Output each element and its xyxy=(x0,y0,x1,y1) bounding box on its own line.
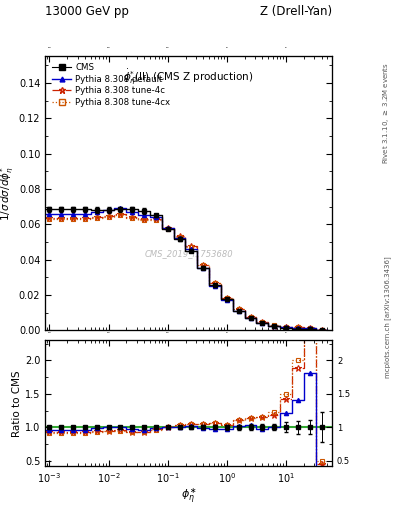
Y-axis label: Ratio to CMS: Ratio to CMS xyxy=(12,370,22,437)
Legend: CMS, Pythia 8.308 default, Pythia 8.308 tune-4c, Pythia 8.308 tune-4cx: CMS, Pythia 8.308 default, Pythia 8.308 … xyxy=(50,60,173,110)
Text: Z (Drell-Yan): Z (Drell-Yan) xyxy=(260,5,332,18)
X-axis label: $\phi^{\ast}_{\eta}$: $\phi^{\ast}_{\eta}$ xyxy=(181,486,196,505)
Text: 13000 GeV pp: 13000 GeV pp xyxy=(45,5,129,18)
Text: $\dot{\phi}^{*}_{\eta}$(ll) (CMS Z production): $\dot{\phi}^{*}_{\eta}$(ll) (CMS Z produ… xyxy=(123,67,254,86)
Text: mcplots.cern.ch [arXiv:1306.3436]: mcplots.cern.ch [arXiv:1306.3436] xyxy=(384,257,391,378)
Text: CMS_2019_I1753680: CMS_2019_I1753680 xyxy=(144,249,233,258)
Text: Rivet 3.1.10, $\geq$ 3.2M events: Rivet 3.1.10, $\geq$ 3.2M events xyxy=(381,61,391,164)
Y-axis label: $1/\sigma\, d\sigma/d\phi^{*}_{\eta}$: $1/\sigma\, d\sigma/d\phi^{*}_{\eta}$ xyxy=(0,166,16,221)
